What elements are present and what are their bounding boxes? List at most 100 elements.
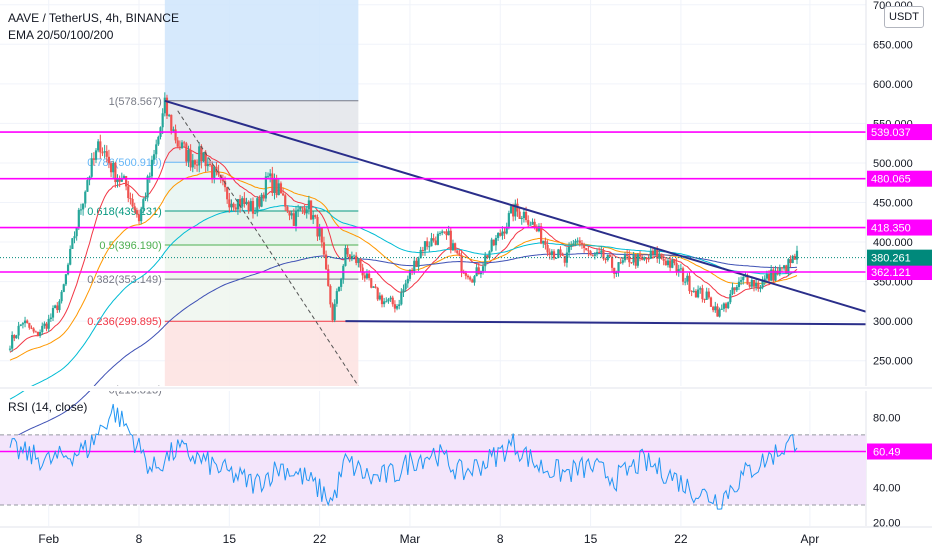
candle-body	[168, 114, 171, 116]
candle-body	[161, 113, 164, 128]
candle-body	[651, 250, 655, 255]
candle-body	[11, 334, 14, 349]
candle-body	[208, 163, 212, 166]
candle-body	[133, 206, 136, 211]
candle-body	[507, 213, 510, 227]
candle-body	[398, 304, 401, 306]
candle-body	[658, 253, 661, 259]
rsi-level-tag	[867, 443, 932, 460]
candle-body	[408, 270, 412, 279]
candle-body	[41, 325, 44, 333]
candle-body	[144, 197, 147, 200]
candle-body	[595, 252, 599, 255]
candle-body	[464, 273, 467, 276]
rsi-tick-label: 20.00	[873, 517, 901, 529]
candle-body	[552, 251, 556, 259]
level-price-tag	[867, 170, 932, 187]
candle-body	[163, 97, 166, 114]
candle-body	[247, 201, 250, 212]
candle-body	[647, 258, 650, 260]
candle-body	[221, 178, 224, 182]
candle-body	[580, 242, 584, 245]
candle-body	[269, 173, 272, 177]
candle-body	[686, 275, 689, 282]
descending-trendline	[164, 99, 867, 313]
candle-body	[585, 248, 588, 251]
candle-body	[787, 259, 790, 274]
candle-body	[417, 258, 420, 267]
candle-body	[73, 236, 76, 239]
candle-body	[140, 209, 143, 222]
currency-button[interactable]: USDT	[884, 6, 924, 28]
rsi-label: RSI (14, close)	[8, 400, 88, 414]
candle-body	[34, 331, 37, 333]
candle-body	[30, 327, 33, 329]
candle-body	[238, 199, 242, 207]
candle-body	[389, 297, 392, 300]
candle-body	[312, 215, 315, 220]
candle-body	[694, 290, 698, 298]
candle-body	[767, 274, 771, 281]
fib-level-label: 0.5(396.190)	[99, 240, 161, 252]
candle-body	[419, 249, 422, 259]
candle-body	[739, 280, 743, 282]
candle-body	[198, 146, 201, 166]
candle-body	[671, 259, 674, 268]
candle-body	[645, 257, 648, 259]
candle-body	[114, 162, 117, 183]
candle-body	[66, 264, 70, 275]
candle-body	[241, 198, 244, 207]
candle-body	[535, 226, 538, 232]
candle-body	[662, 258, 665, 261]
candle-body	[286, 206, 289, 212]
candle-body	[129, 198, 132, 200]
candle-body	[471, 279, 474, 283]
candle-body	[699, 288, 702, 290]
fib-level-label: 0.382(353.149)	[87, 274, 162, 286]
candle-body	[660, 253, 663, 259]
candle-body	[277, 183, 280, 196]
candle-body	[514, 203, 517, 217]
candle-body	[90, 158, 93, 177]
candle-body	[107, 156, 111, 164]
price-tick-label: 600.000	[873, 79, 913, 91]
last-price-tag	[867, 249, 932, 266]
candle-body	[17, 325, 20, 336]
candle-body	[193, 160, 197, 165]
candle-body	[97, 141, 100, 151]
candle-body	[230, 203, 233, 208]
candle-body	[473, 276, 476, 283]
candle-body	[438, 232, 442, 234]
candle-body	[656, 248, 659, 259]
candle-body	[23, 320, 27, 324]
candle-body	[137, 214, 141, 222]
candle-body	[116, 178, 119, 183]
candle-body	[64, 274, 68, 285]
candle-body	[497, 233, 500, 238]
candle-body	[344, 248, 347, 266]
candle-body	[357, 258, 360, 263]
candle-body	[271, 173, 274, 194]
candle-body	[492, 239, 495, 246]
candle-body	[122, 176, 126, 179]
candle-body	[206, 163, 209, 167]
candle-body	[118, 178, 121, 182]
candle-body	[600, 250, 603, 253]
candle-body	[531, 221, 534, 225]
candle-body	[170, 114, 173, 131]
candle-body	[621, 260, 624, 263]
candle-body	[254, 212, 257, 214]
candle-body	[101, 152, 104, 154]
candle-body	[785, 265, 788, 274]
candle-body	[329, 285, 332, 305]
candle-body	[303, 207, 306, 214]
candle-body	[340, 278, 343, 287]
candle-body	[174, 129, 177, 141]
candle-body	[346, 248, 349, 255]
price-tick-label: 400.000	[873, 237, 913, 249]
rsi-tick-label: 40.00	[873, 482, 901, 494]
candle-body	[367, 273, 371, 279]
candle-body	[677, 269, 680, 273]
